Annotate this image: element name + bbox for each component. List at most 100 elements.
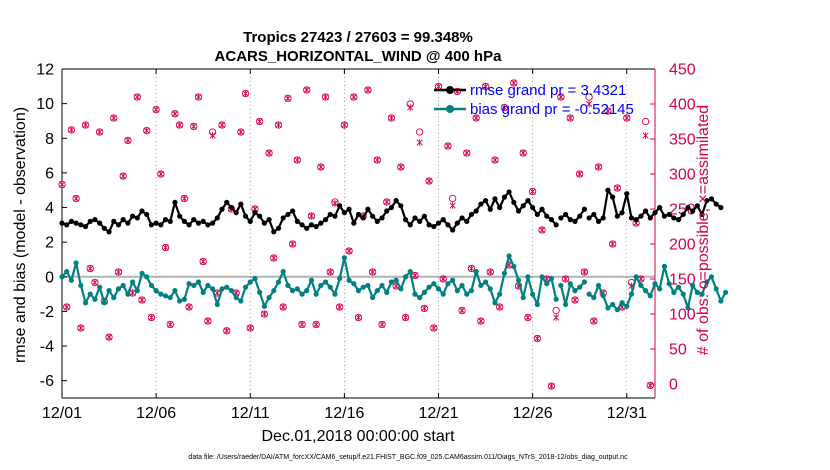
rmse-point [228,204,235,211]
bias-point [219,286,225,292]
bias-point [73,260,79,266]
rmse-point [713,201,719,207]
rmse-point [384,208,390,214]
obs-assimilated-marker [138,296,146,304]
obs-assimilated-marker [331,200,339,207]
obs-possible-marker [416,128,424,136]
bias-point [713,286,719,292]
rmse-point [233,210,239,216]
bias-point [351,281,357,287]
bias-point [247,279,253,285]
bias-point [214,301,220,308]
x-tick-label: 12/31 [607,405,647,422]
obs-assimilated-marker [501,104,508,111]
obs-possible-marker [585,93,593,101]
obs-assimilated-marker [585,100,593,108]
rmse-point [261,220,267,226]
obs-assimilated-marker [181,195,188,202]
y-tick-label-right: 150 [669,272,696,289]
rmse-point [586,215,592,221]
rmse-point [412,215,418,221]
bias-point [360,284,366,290]
obs-assimilated-marker [449,202,456,209]
obs-assimilated-marker [477,317,484,325]
rmse-point [308,222,315,228]
y-tick-label-right: 400 [669,97,696,114]
obs-assimilated-marker [63,303,70,311]
rmse-point [82,223,89,230]
bias-point [445,281,451,287]
bias-point [492,300,498,306]
rmse-point [661,213,668,219]
obs-assimilated-marker [553,314,560,321]
bias-point [539,274,545,280]
obs-assimilated-marker [256,118,263,125]
rmse-point [64,222,70,228]
rmse-point [59,220,65,226]
y-tick-label-right: 200 [669,237,696,254]
rmse-point [440,217,446,223]
bias-point [139,270,145,276]
rmse-point [666,211,672,218]
obs-assimilated-marker [383,198,390,206]
rmse-point [421,213,427,219]
bias-point [661,263,668,269]
bias-point [327,284,333,290]
x-axis-label: Dec.01,2018 00:00:00 start [261,428,455,445]
rmse-point [520,203,526,209]
rmse-point [87,218,93,224]
bias-point [238,298,244,304]
bias-point [600,293,606,299]
chart-title-line1: Tropics 27423 / 27603 = 99.348% [243,29,473,46]
rmse-point [205,222,211,228]
obs-assimilated-marker [440,275,447,283]
y-tick-label-right: 450 [669,62,696,79]
bias-point [87,291,93,297]
obs-assimilated-marker [237,128,244,136]
obs-assimilated-marker [120,172,127,180]
obs-assimilated-marker [538,226,546,234]
obs-assimilated-marker [642,132,649,139]
obs-possible-marker [448,194,457,203]
bias-point [355,288,362,294]
rmse-point [619,210,625,216]
bias-point [341,255,347,261]
bias-point [511,263,517,269]
obs-assimilated-marker [609,240,616,248]
bias-point [158,291,164,297]
obs-assimilated-marker [482,83,489,90]
rmse-point [402,217,409,223]
rmse-point [501,194,507,200]
y-tick-label-right: 100 [669,307,696,324]
obs-assimilated-marker [590,317,597,325]
plot-area: 12/01 12/06 12/11 12/16 12/21 12/26 12/31 -6 -4 -… [36,62,729,422]
obs-assimilated-marker [82,121,89,129]
rmse-point [299,222,305,228]
y-axis-label-left: rmse and bias (model - observation) [12,107,29,363]
obs-assimilated-marker [614,184,621,192]
bias-series-line [61,254,558,308]
rmse-point [210,220,216,226]
obs-assimilated-marker [355,314,362,321]
bias-point [148,282,155,289]
obs-assimilated-marker [336,303,343,311]
obs-assimilated-marker [294,156,301,164]
legend-bias-marker [446,105,454,113]
obs-assimilated-marker [534,335,541,342]
obs-assimilated-marker [374,156,381,164]
rmse-point [407,222,413,228]
obs-assimilated-marker [647,382,654,389]
obs-assimilated-marker [576,170,583,178]
bias-point [694,289,700,295]
rmse-point [148,222,155,228]
bias-point [562,301,569,308]
rmse-point [605,187,611,193]
bias-point [242,284,249,290]
bias-point [257,289,263,295]
bias-point [172,288,178,294]
obs-assimilated-marker [261,310,268,318]
y-tick-label-left: 0 [45,269,54,286]
rmse-point [548,217,555,223]
obs-assimilated-marker [416,139,423,146]
bias-point [233,294,239,301]
